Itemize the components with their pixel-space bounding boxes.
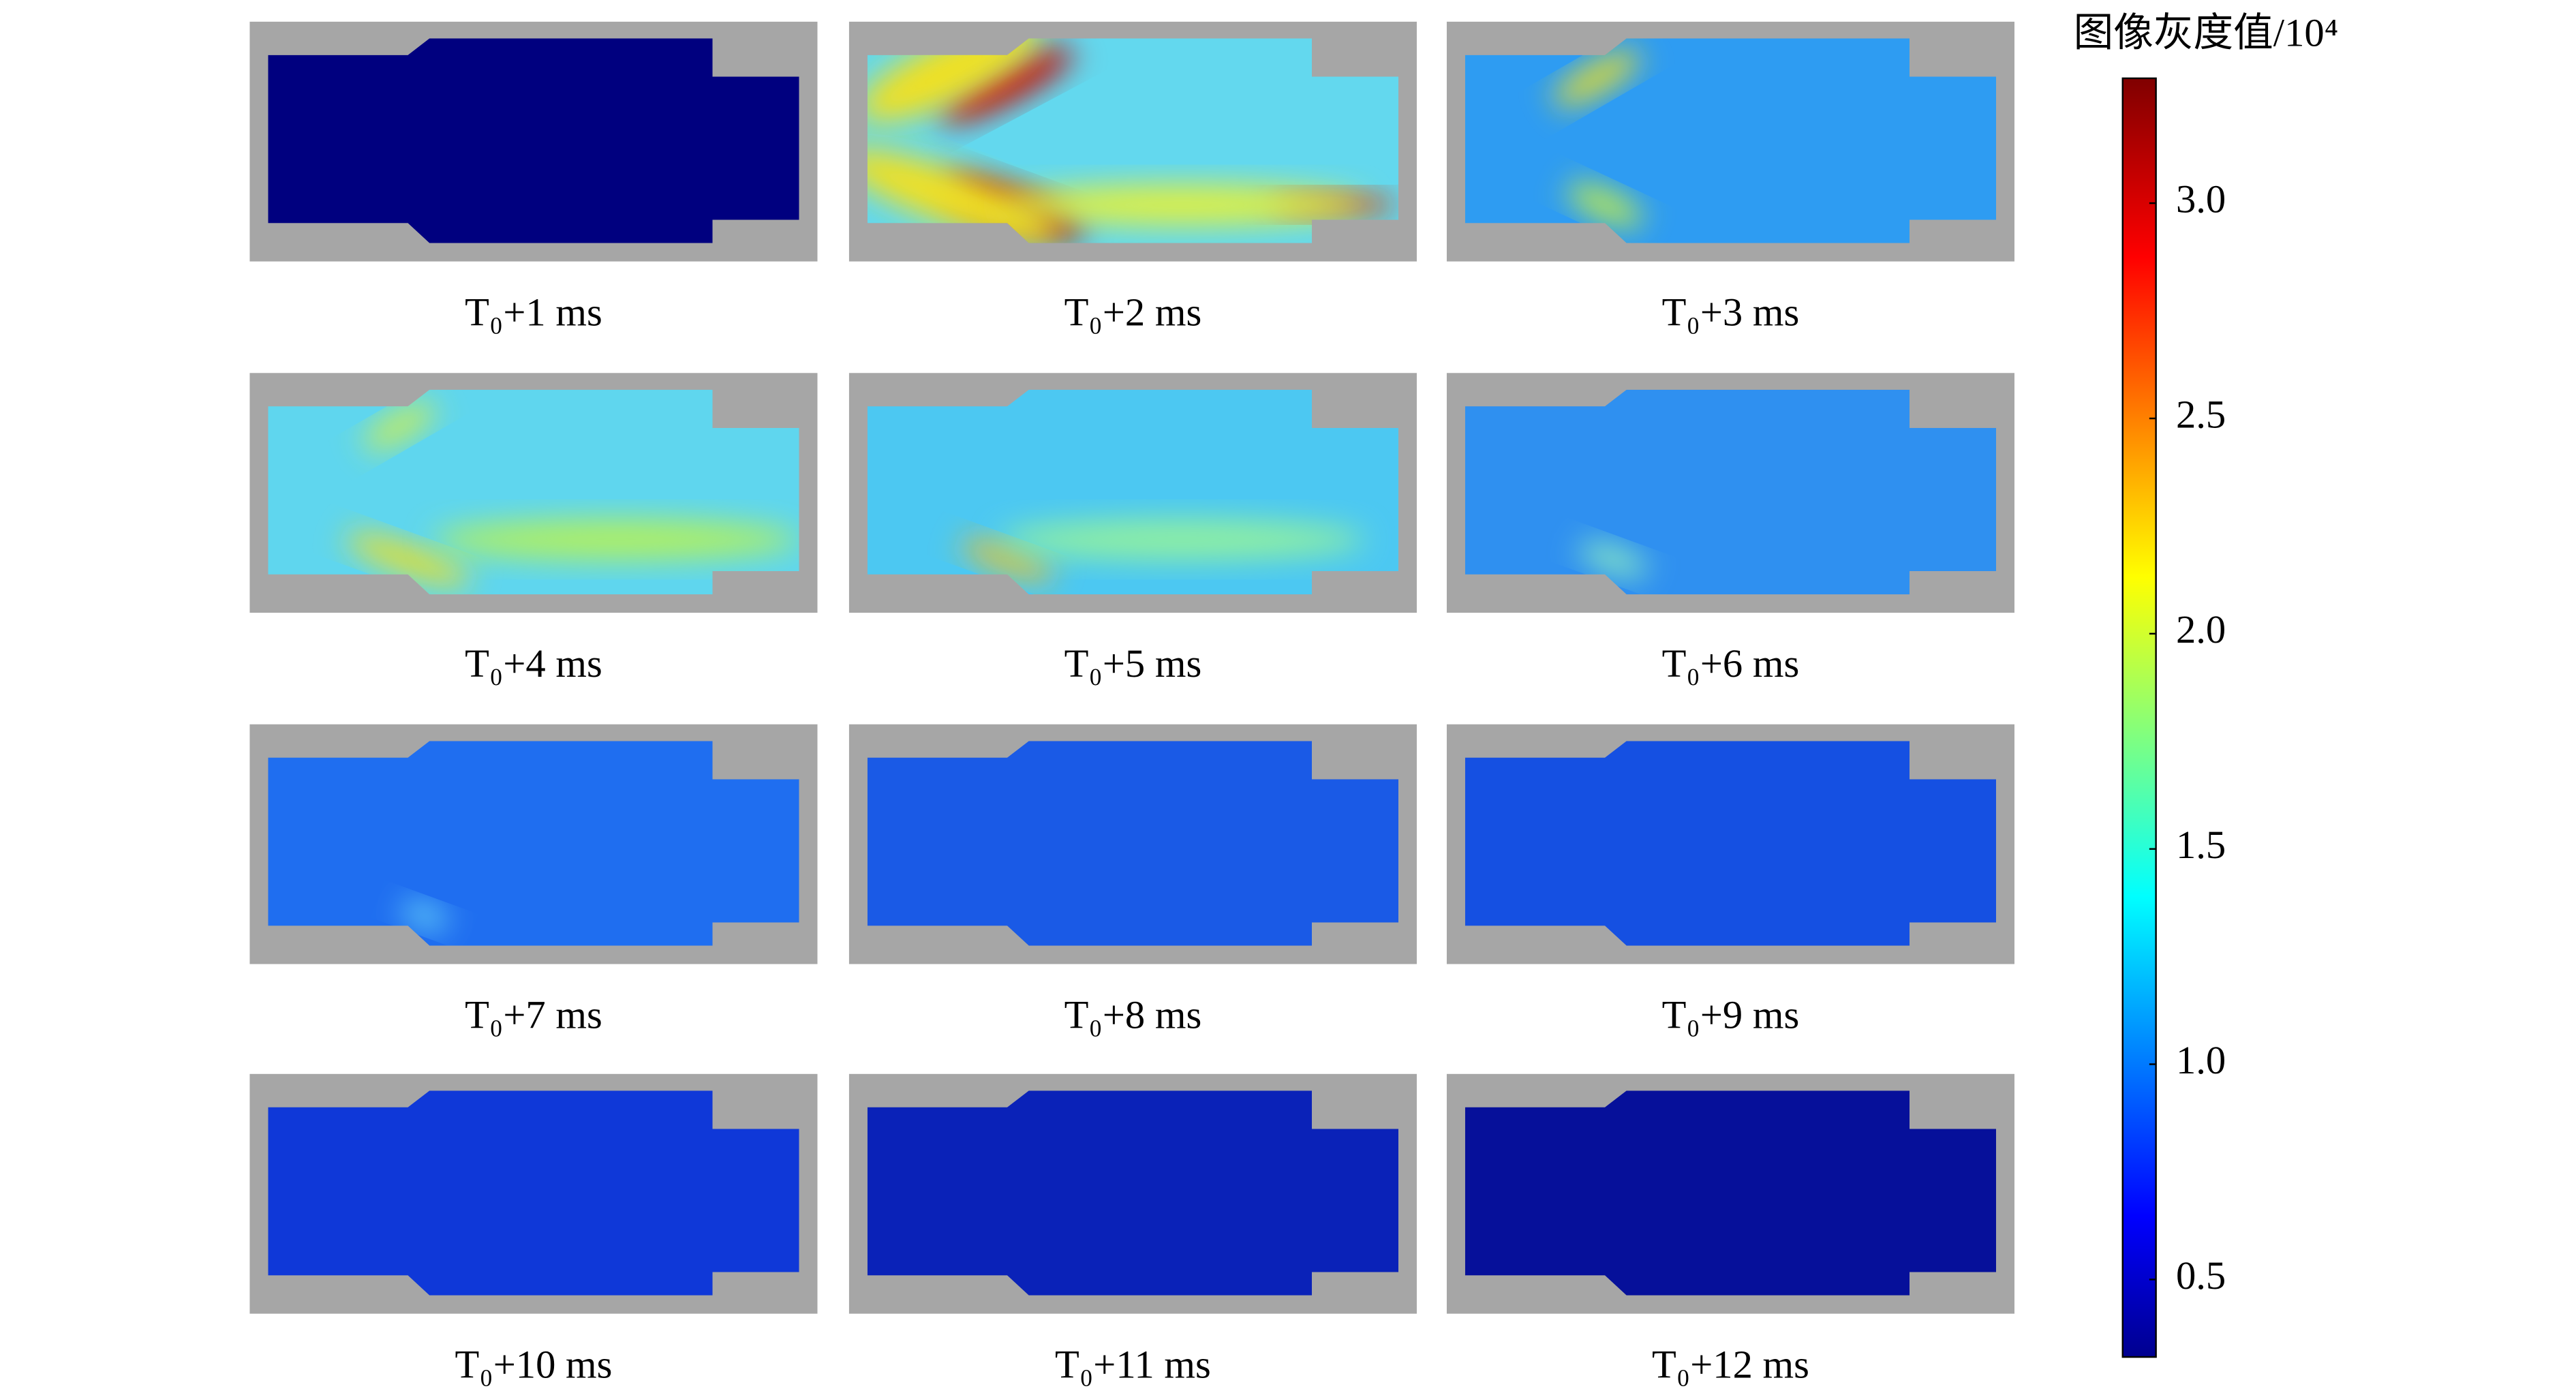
panel [249, 1073, 818, 1314]
duct-field [268, 1090, 799, 1296]
hot-spot [867, 149, 1059, 243]
duct-field [867, 741, 1399, 946]
duct-field [867, 1090, 1399, 1296]
hot-spot [1567, 183, 1643, 226]
panel-label: T₀+2 ms [1064, 290, 1202, 335]
panel [848, 1073, 1417, 1314]
hot-spot [401, 903, 448, 929]
duct-field [268, 38, 799, 243]
duct [268, 1090, 799, 1296]
colorbar-tick-label: 0.5 [2176, 1253, 2226, 1298]
panel [848, 724, 1417, 964]
panel [848, 21, 1417, 262]
panel-label: T₀+7 ms [465, 993, 602, 1037]
hot-spot [1552, 50, 1641, 106]
duct [268, 38, 799, 243]
panel-label: T₀+10 ms [455, 1343, 612, 1387]
panel-label: T₀+9 ms [1662, 993, 1800, 1037]
hot-spot [940, 46, 1074, 123]
colorbar-title: 图像灰度值/10⁴ [2074, 10, 2338, 55]
panel-label: T₀+4 ms [465, 641, 602, 686]
duct [867, 389, 1399, 595]
duct [867, 1090, 1399, 1296]
duct [1465, 741, 1997, 946]
panel-label: T₀+6 ms [1662, 641, 1800, 686]
colorbar-tick-label: 2.5 [2176, 392, 2226, 436]
duct [1465, 389, 1997, 595]
panel [848, 373, 1417, 613]
colorbar [2121, 77, 2157, 1358]
panel [1446, 1073, 2014, 1314]
hot-spot [960, 539, 1055, 580]
panel [1446, 21, 2014, 262]
panel [249, 21, 818, 262]
duct [867, 741, 1399, 946]
duct [1465, 38, 1997, 243]
duct-field [1465, 1090, 1997, 1296]
panel-label: T₀+1 ms [465, 290, 602, 335]
panel-label: T₀+8 ms [1064, 993, 1202, 1037]
colorbar-tick-label: 1.5 [2176, 823, 2226, 867]
panel [1446, 724, 2014, 964]
duct-field [268, 741, 799, 946]
duct [1465, 1090, 1997, 1296]
panel [249, 373, 818, 613]
panel-label: T₀+12 ms [1652, 1343, 1809, 1387]
hot-spot [998, 519, 1366, 560]
panel [249, 724, 818, 964]
hot-spot [1578, 542, 1649, 577]
panel-label: T₀+5 ms [1064, 641, 1202, 686]
colorbar-tick-label: 3.0 [2176, 177, 2226, 221]
hot-spot [363, 403, 436, 450]
duct [268, 389, 799, 595]
colorbar-tick-label: 2.0 [2176, 607, 2226, 652]
duct-field [1465, 741, 1997, 946]
hot-spot [433, 519, 799, 560]
hot-spot [998, 185, 1366, 225]
panel-label: T₀+11 ms [1055, 1343, 1211, 1387]
colorbar-tick-label: 1.0 [2176, 1038, 2226, 1082]
duct-field [1465, 389, 1997, 595]
panel-label: T₀+3 ms [1662, 290, 1800, 335]
panel [1446, 373, 2014, 613]
duct [268, 741, 799, 946]
hot-spot [345, 533, 471, 586]
